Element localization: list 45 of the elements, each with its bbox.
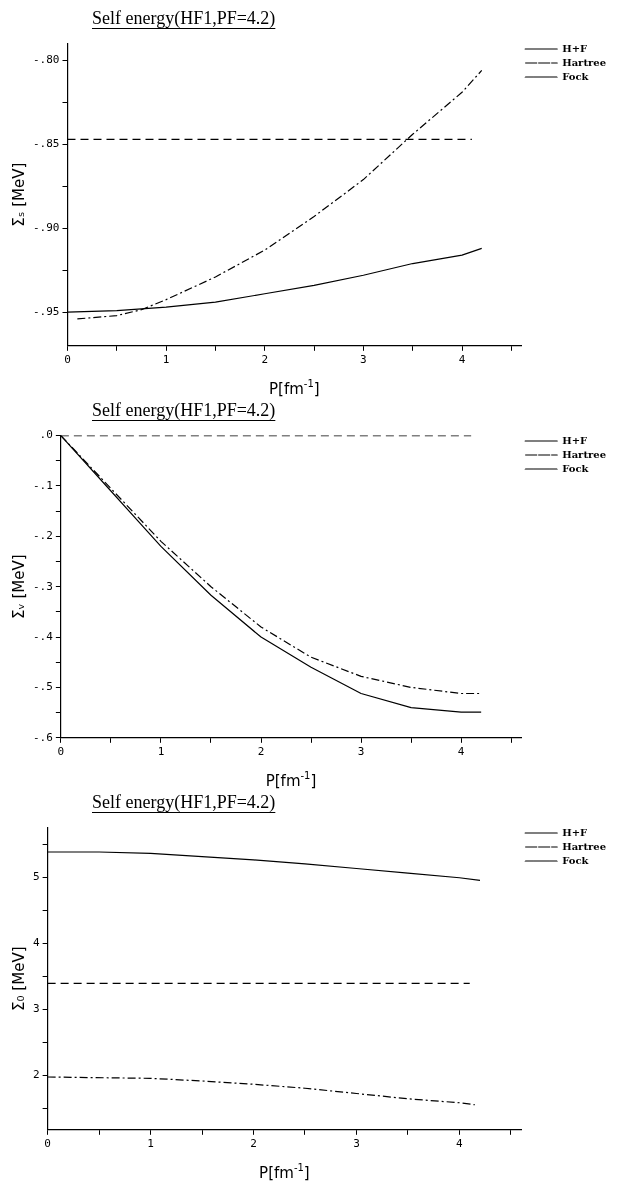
chart-title: Self energy(HF1,PF=4.2)	[91, 8, 277, 30]
y-tick-label: 3	[33, 1001, 40, 1015]
y-axis-title: Σ₀ [MeV]	[10, 946, 28, 1011]
x-tick-label: 4	[457, 745, 465, 759]
y-tick-label: -.5	[32, 680, 53, 694]
y-tick-label: 2	[33, 1067, 40, 1081]
x-tick-label: 0	[57, 745, 65, 759]
chart-title: Self energy(HF1,PF=4.2)	[91, 792, 277, 814]
chart-title: Self energy(HF1,PF=4.2)	[91, 400, 277, 422]
y-tick-label: .0	[39, 428, 53, 442]
y-tick-label: -.80	[32, 53, 60, 67]
y-axis-title: Σᵥ [MeV]	[10, 554, 28, 620]
legend-label: Hartree	[562, 840, 606, 852]
legend-label: H+F	[562, 42, 588, 54]
y-tick-label: -.4	[32, 629, 54, 643]
x-tick-label: 2	[257, 745, 265, 759]
legend-label: Hartree	[562, 448, 606, 460]
legend-label: H+F	[562, 826, 588, 838]
x-tick-label: 0	[64, 353, 71, 367]
x-tick-label: 4	[458, 353, 466, 367]
x-tick-label: 0	[44, 1137, 51, 1151]
x-tick-label: 2	[250, 1137, 257, 1151]
y-tick-label: -.85	[32, 137, 60, 151]
y-tick-label: -.2	[32, 529, 53, 543]
x-tick-label: 2	[261, 353, 269, 367]
y-tick-label: -.95	[32, 305, 60, 319]
x-tick-label: 3	[357, 745, 365, 759]
y-axis-title: Σₛ [MeV]	[10, 162, 28, 227]
x-tick-label: 1	[157, 745, 165, 759]
y-tick-label: 5	[33, 869, 40, 883]
y-tick-label: -.3	[32, 579, 53, 593]
y-tick-label: -.1	[32, 478, 53, 492]
legend-label: H+F	[562, 434, 588, 446]
y-tick-label: -.6	[32, 730, 53, 744]
legend-label: Fock	[562, 70, 590, 82]
x-tick-label: 3	[360, 353, 367, 367]
x-tick-label: 4	[456, 1137, 464, 1151]
legend-label: Hartree	[562, 56, 606, 68]
legend-label: Fock	[562, 854, 590, 866]
y-tick-label: -.90	[32, 221, 60, 235]
x-tick-label: 3	[353, 1137, 360, 1151]
x-tick-label: 1	[162, 353, 170, 367]
y-tick-label: 4	[33, 935, 40, 949]
x-tick-label: 1	[147, 1137, 154, 1151]
legend-label: Fock	[562, 462, 590, 474]
